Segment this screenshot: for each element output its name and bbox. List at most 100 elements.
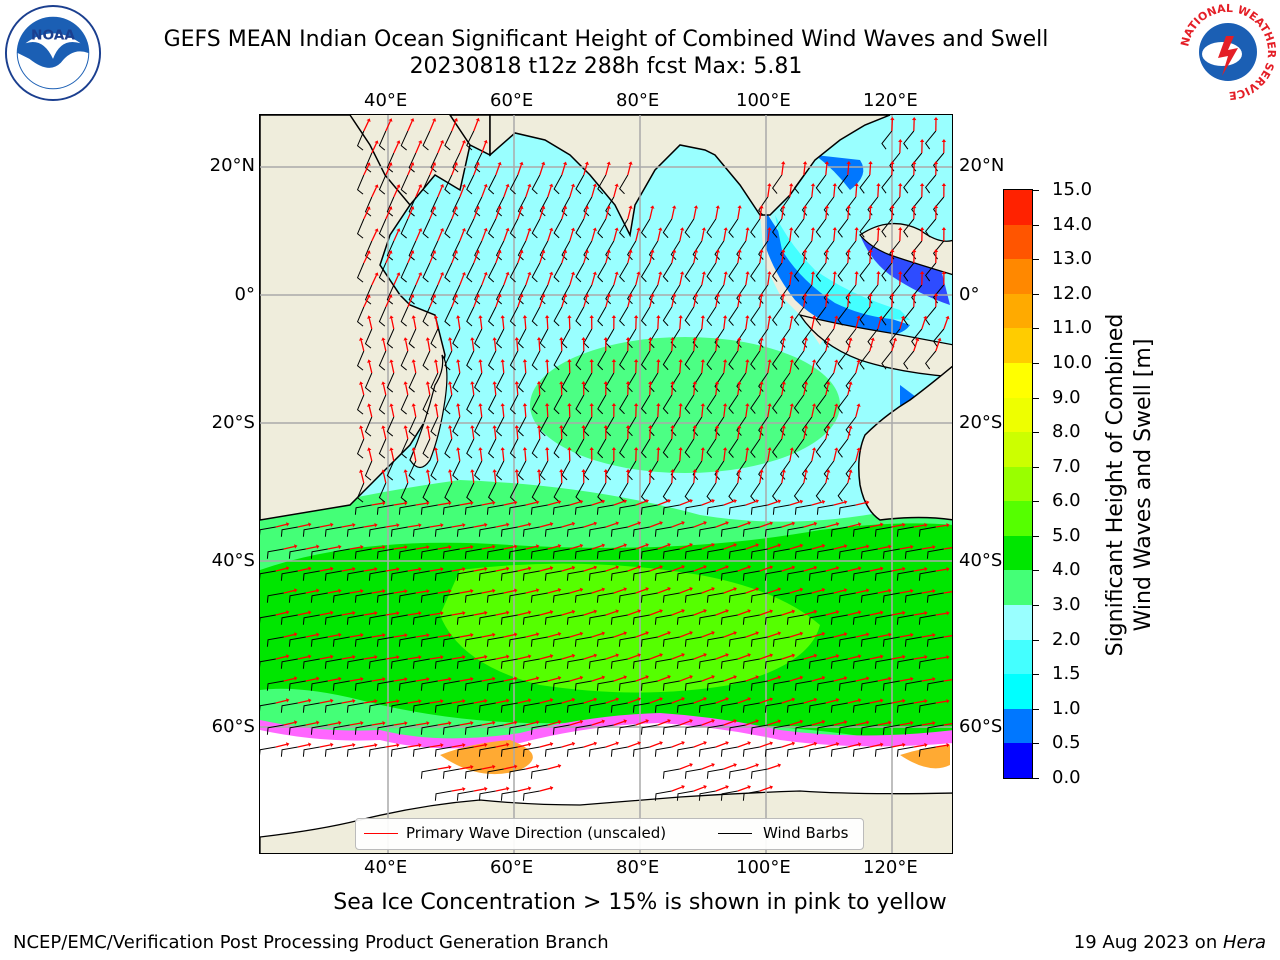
wind-barb bbox=[648, 372, 659, 393]
wind-barb bbox=[772, 592, 790, 603]
wave-arrow-head bbox=[628, 249, 633, 253]
credit-text: NCEP/EMC/Verification Post Processing Pr… bbox=[13, 932, 609, 953]
wave-arrow bbox=[297, 611, 309, 616]
wind-barb bbox=[478, 790, 496, 801]
wind-barb bbox=[444, 306, 453, 327]
wave-arrow-head bbox=[824, 161, 830, 165]
wind-barb bbox=[575, 306, 585, 327]
wind-barb bbox=[466, 350, 475, 371]
wind-barb bbox=[332, 548, 350, 559]
wind-barb bbox=[860, 636, 878, 647]
nws-logo: NATIONAL WEATHER SERVICE bbox=[1178, 2, 1278, 102]
wind-barb bbox=[640, 438, 651, 459]
wind-barb bbox=[706, 504, 724, 515]
wave-arrow bbox=[451, 744, 463, 748]
wave-arrow-head bbox=[418, 140, 423, 144]
wave-arrow bbox=[297, 699, 309, 704]
wind-barb bbox=[444, 394, 453, 415]
wave-arrow-head bbox=[615, 609, 620, 614]
chart-title: GEFS MEAN Indian Ocean Significant Heigh… bbox=[163, 27, 1049, 52]
wave-arrow bbox=[371, 230, 378, 242]
wind-barb bbox=[779, 284, 791, 304]
wind-barb bbox=[662, 680, 680, 691]
wind-barb bbox=[852, 658, 870, 669]
wind-barb bbox=[566, 526, 584, 537]
wave-arrow-head bbox=[367, 447, 372, 451]
wave-arrow-head bbox=[692, 469, 697, 473]
wave-arrow-head bbox=[714, 469, 720, 473]
wave-arrow-head bbox=[802, 293, 808, 297]
wave-arrow bbox=[613, 632, 625, 638]
wave-arrow-head bbox=[579, 499, 584, 504]
wind-barb bbox=[874, 702, 892, 713]
wind-barb bbox=[588, 614, 606, 625]
wind-barb bbox=[706, 768, 724, 779]
wind-barb bbox=[823, 240, 835, 260]
wave-arrow-head bbox=[500, 359, 505, 363]
wave-arrow-head bbox=[747, 609, 751, 614]
wave-arrow bbox=[789, 450, 793, 462]
wind-barb bbox=[356, 130, 365, 151]
wave-arrow bbox=[561, 523, 573, 528]
wave-arrow bbox=[701, 500, 713, 506]
wave-arrow-head bbox=[946, 567, 950, 572]
wind-barb bbox=[324, 746, 342, 757]
wave-arrow bbox=[891, 340, 896, 352]
wind-barb bbox=[605, 284, 615, 305]
wind-barb bbox=[758, 328, 769, 348]
wave-arrow bbox=[525, 589, 537, 594]
wave-arrow-head bbox=[745, 359, 750, 363]
colorbar-tick-label: 0.0 bbox=[1052, 767, 1081, 788]
wind-barb bbox=[618, 680, 636, 691]
wave-arrow bbox=[561, 611, 573, 616]
wave-arrow bbox=[869, 340, 874, 352]
wave-arrow bbox=[759, 340, 763, 352]
wave-arrow-head bbox=[700, 315, 706, 319]
wind-barb bbox=[530, 768, 548, 779]
wind-barb bbox=[422, 218, 431, 239]
wind-barb bbox=[376, 680, 394, 691]
wave-arrow bbox=[591, 274, 596, 286]
wind-barb bbox=[509, 174, 519, 195]
wave-arrow-head bbox=[352, 566, 356, 572]
wave-arrow bbox=[847, 567, 859, 572]
wave-arrow-head bbox=[410, 206, 415, 210]
wave-arrow bbox=[368, 450, 373, 462]
wave-arrow bbox=[283, 589, 295, 594]
wind-barb bbox=[670, 460, 681, 481]
wave-arrow bbox=[855, 185, 858, 198]
wave-arrow bbox=[657, 720, 669, 726]
wave-arrow-head bbox=[562, 249, 568, 254]
wave-arrow bbox=[437, 230, 443, 242]
wave-arrow-head bbox=[506, 566, 510, 571]
wind-barb bbox=[596, 592, 614, 603]
wave-arrow-head bbox=[426, 633, 430, 638]
wave-arrow bbox=[429, 524, 441, 528]
wind-barb bbox=[874, 614, 892, 625]
wave-arrow bbox=[569, 186, 574, 198]
wind-barb bbox=[544, 658, 562, 669]
wind-barb bbox=[444, 218, 453, 239]
wind-barb bbox=[706, 680, 724, 691]
wave-arrow bbox=[297, 523, 309, 528]
wind-barb bbox=[640, 394, 651, 415]
wind-barb bbox=[452, 240, 461, 261]
wave-arrow bbox=[481, 766, 493, 770]
wind-barb bbox=[332, 636, 350, 647]
wave-arrow bbox=[305, 634, 317, 638]
wind-barb bbox=[522, 570, 540, 581]
wave-arrow bbox=[459, 678, 471, 682]
wave-arrow-head bbox=[799, 631, 804, 636]
wave-arrow-head bbox=[880, 566, 884, 571]
wind-barb bbox=[364, 240, 373, 261]
wave-arrow-head bbox=[791, 565, 796, 570]
wave-arrow bbox=[319, 524, 331, 528]
wave-arrow bbox=[723, 632, 735, 638]
wave-arrow bbox=[679, 544, 691, 550]
wave-arrow bbox=[715, 208, 719, 220]
wave-arrow-head bbox=[898, 271, 903, 275]
wind-barb bbox=[619, 482, 629, 503]
wave-arrow bbox=[759, 296, 763, 308]
wind-barb bbox=[486, 724, 504, 735]
wave-arrow bbox=[407, 208, 413, 220]
